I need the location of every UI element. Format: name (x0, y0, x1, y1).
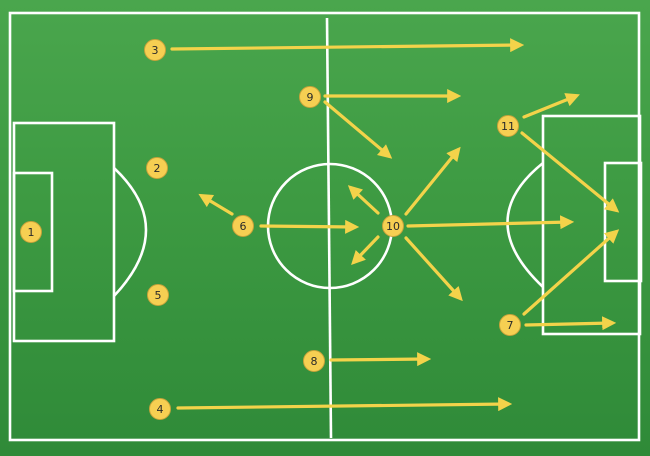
player-number: 9 (307, 91, 314, 104)
player-7[interactable]: 7 (499, 314, 521, 336)
player-number: 3 (152, 44, 159, 57)
pass-arrow (406, 215, 575, 230)
player-number: 4 (157, 403, 164, 416)
pass-arrows (170, 38, 620, 412)
pass-arrow (198, 193, 234, 216)
player-1[interactable]: 1 (20, 221, 42, 243)
player-5[interactable]: 5 (147, 284, 169, 306)
pass-arrow (323, 100, 393, 159)
player-marker[interactable] (149, 398, 171, 420)
player-8[interactable]: 8 (303, 350, 325, 372)
right-goal-area (603, 161, 643, 283)
pass-arrow (170, 38, 525, 53)
pass-arrow (522, 93, 580, 119)
pass-arrow (520, 131, 620, 213)
player-number: 11 (501, 120, 515, 133)
player-marker[interactable] (232, 215, 254, 237)
pass-arrow (404, 146, 461, 216)
pass-arrow (259, 219, 360, 234)
player-number: 8 (311, 355, 318, 368)
player-number: 1 (28, 226, 35, 239)
player-marker[interactable] (146, 157, 168, 179)
player-9[interactable]: 9 (299, 86, 321, 108)
player-2[interactable]: 2 (146, 157, 168, 179)
player-marker[interactable] (382, 215, 404, 237)
left-goal-area (12, 171, 54, 293)
players: 1 2 3 4 5 6 7 8 9 10 11 (20, 39, 521, 420)
player-number: 2 (154, 162, 161, 175)
pass-arrow (524, 316, 617, 331)
player-number: 7 (507, 319, 514, 332)
player-4[interactable]: 4 (149, 398, 171, 420)
player-marker[interactable] (499, 314, 521, 336)
left-penalty-arc (113, 167, 148, 297)
pass-arrow (176, 397, 513, 412)
pass-arrow (329, 352, 432, 367)
pass-arrow (351, 235, 380, 266)
right-penalty-area (541, 114, 642, 336)
pass-arrow (404, 236, 463, 302)
player-marker[interactable] (147, 284, 169, 306)
player-marker[interactable] (20, 221, 42, 243)
player-number: 10 (386, 220, 400, 233)
player-marker[interactable] (144, 39, 166, 61)
player-number: 5 (155, 289, 162, 302)
player-10[interactable]: 10 (382, 215, 404, 237)
player-11[interactable]: 11 (497, 115, 519, 137)
player-marker[interactable] (303, 350, 325, 372)
player-3[interactable]: 3 (144, 39, 166, 61)
pass-arrow (522, 229, 620, 316)
player-number: 6 (240, 220, 247, 233)
pass-arrow (347, 185, 380, 215)
player-marker[interactable] (299, 86, 321, 108)
player-marker[interactable] (497, 115, 519, 137)
player-6[interactable]: 6 (232, 215, 254, 237)
